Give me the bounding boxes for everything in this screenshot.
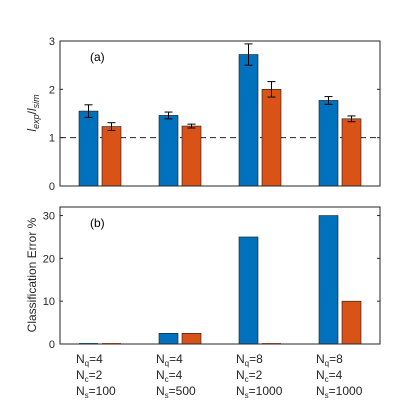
errorbar-a-s1-c3	[244, 43, 253, 66]
category-label-2-c: Nc=4	[156, 368, 183, 384]
axes-box-b	[59, 206, 381, 345]
category-label-1-c: Nc=2	[76, 368, 103, 384]
bar-a-s2-c2	[181, 125, 202, 187]
category-label-3-s: Ns=1000	[236, 384, 283, 400]
errorbar-a-s2-c1	[107, 122, 116, 131]
ytick-label-b-20: 20	[43, 253, 55, 265]
category-label-2-q: Nq=4	[156, 352, 183, 368]
errorbar-a-s2-c3	[267, 81, 276, 98]
category-label-3-c: Nc=2	[236, 368, 263, 384]
ytick-label-a-2: 2	[49, 84, 55, 96]
ylabel-a: lexp/lsim	[25, 94, 41, 132]
bar-a-s1-c4	[318, 100, 339, 187]
errorbar-a-s1-c1	[84, 104, 93, 118]
errorbar-a-s2-c4	[347, 115, 356, 123]
panel-label-b: (b)	[90, 216, 105, 230]
ytick-label-b-10: 10	[43, 296, 55, 308]
bar-a-s1-c1	[78, 110, 99, 187]
category-labels: Nq=4Nc=2Ns=100Nq=4Nc=4Ns=500Nq=8Nc=2Ns=1…	[76, 352, 363, 400]
panel-label-a: (a)	[90, 50, 105, 64]
bar-a-s2-c1	[101, 126, 122, 187]
ytick-label-a-1: 1	[49, 133, 55, 145]
panel-b: 0 10 20 30 (b) Classification Error %	[25, 206, 381, 351]
category-label-4-s: Ns=1000	[316, 384, 363, 400]
panel-a: 0 1 2 3 (a) lexp/lsim	[25, 36, 381, 193]
category-label-2-s: Ns=500	[156, 384, 196, 400]
axes-box-a	[59, 40, 381, 187]
errorbar-a-s1-c4	[324, 96, 333, 105]
bar-b-s1-c4	[318, 215, 339, 345]
bar-a-s2-c3	[261, 89, 282, 187]
ytick-label-a-3: 3	[49, 36, 55, 48]
category-label-3-q: Nq=8	[236, 352, 263, 368]
bar-a-s2-c4	[341, 118, 362, 187]
bar-b-s2-c2	[181, 332, 202, 345]
category-label-1-q: Nq=4	[76, 352, 103, 368]
bar-a-s1-c2	[158, 115, 179, 187]
errorbar-a-s2-c2	[187, 123, 196, 129]
errorbar-a-s1-c2	[164, 111, 173, 120]
category-label-4-c: Nc=4	[316, 368, 343, 384]
bar-b-s2-c4	[341, 300, 362, 345]
category-label-4-q: Nq=8	[316, 352, 343, 368]
bar-a-s1-c3	[238, 54, 259, 187]
ytick-label-b-30: 30	[43, 211, 55, 223]
bar-b-s1-c3	[238, 236, 259, 345]
ytick-label-a-0: 0	[49, 181, 55, 193]
bar-b-s1-c2	[158, 332, 179, 345]
ylabel-b: Classification Error %	[25, 217, 39, 332]
ytick-label-b-0: 0	[49, 339, 55, 351]
category-label-1-s: Ns=100	[76, 384, 116, 400]
